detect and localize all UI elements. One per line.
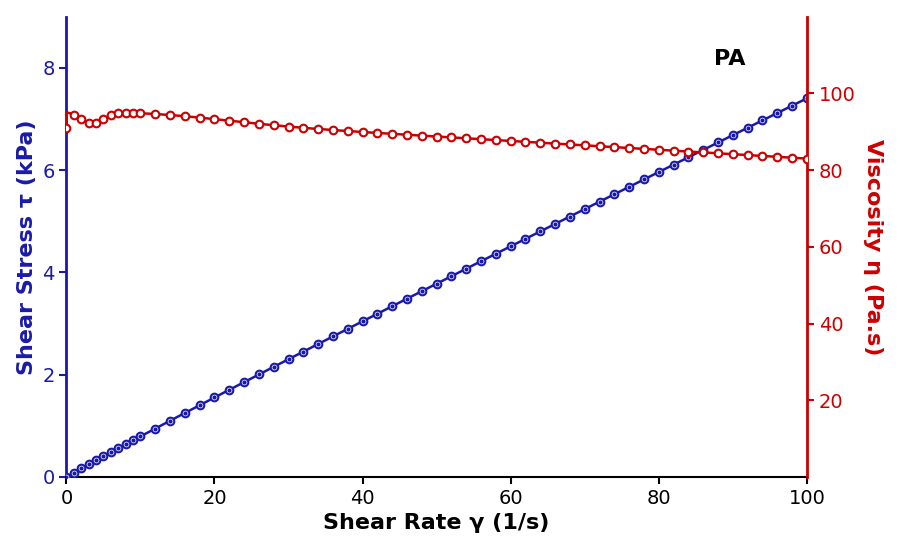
Y-axis label: Viscosity η (Pa.s): Viscosity η (Pa.s) <box>863 139 883 355</box>
Y-axis label: Shear Stress τ (kPa): Shear Stress τ (kPa) <box>17 119 37 375</box>
Text: PA: PA <box>715 49 746 69</box>
X-axis label: Shear Rate γ (1/s): Shear Rate γ (1/s) <box>323 513 550 533</box>
